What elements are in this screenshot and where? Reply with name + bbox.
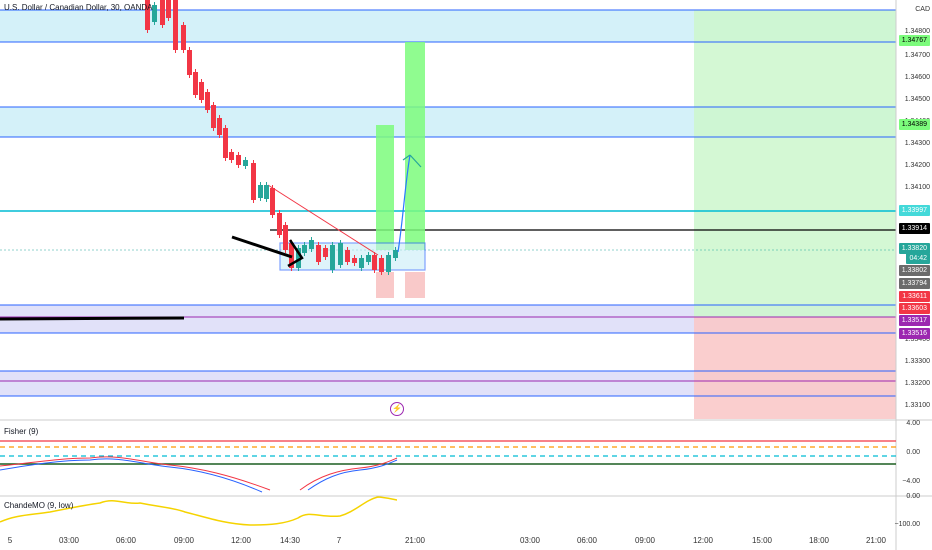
price-label: 1.33517 bbox=[898, 315, 930, 326]
price-label: 1.34767 bbox=[898, 35, 930, 46]
time-tick: 18:00 bbox=[808, 536, 830, 545]
chande-title[interactable]: ChandeMO (9, low) bbox=[4, 501, 74, 510]
price-tick: 1.34500 bbox=[904, 96, 930, 103]
price-label: 04:42 bbox=[906, 253, 930, 264]
time-tick: 12:00 bbox=[230, 536, 252, 545]
arrow-up-icon bbox=[397, 154, 422, 253]
time-tick: 03:00 bbox=[519, 536, 541, 545]
fisher-title[interactable]: Fisher (9) bbox=[4, 427, 39, 436]
price-label: 1.33802 bbox=[898, 265, 930, 276]
price-tick: 1.34600 bbox=[904, 74, 930, 81]
time-tick: 09:00 bbox=[173, 536, 195, 545]
time-tick: 09:00 bbox=[634, 536, 656, 545]
currency-label: CAD bbox=[915, 6, 930, 13]
price-tick: 1.34800 bbox=[904, 28, 930, 35]
price-tick: 1.33400 bbox=[904, 336, 930, 343]
price-tick: 1.34200 bbox=[904, 162, 930, 169]
price-label: 1.34389 bbox=[898, 119, 930, 130]
chande-tick: 0.00 bbox=[906, 493, 920, 500]
price-tick: 1.34700 bbox=[904, 52, 930, 59]
price-label: 1.33997 bbox=[898, 205, 930, 216]
fisher-tick: 0.00 bbox=[906, 449, 920, 456]
price-label: 1.33794 bbox=[898, 278, 930, 289]
time-tick: 06:00 bbox=[115, 536, 137, 545]
arrow-icon bbox=[231, 235, 304, 268]
fisher-tick: −4.00 bbox=[902, 478, 920, 485]
time-tick: 21:00 bbox=[404, 536, 426, 545]
price-label: 1.33611 bbox=[899, 291, 930, 302]
price-tick: 1.33100 bbox=[904, 402, 930, 409]
time-tick: 15:00 bbox=[751, 536, 773, 545]
time-tick: 7 bbox=[336, 536, 342, 545]
time-tick: 5 bbox=[7, 536, 13, 545]
time-tick: 14:30 bbox=[279, 536, 301, 545]
price-label: 1.33603 bbox=[898, 303, 930, 314]
price-tick: 1.33200 bbox=[904, 380, 930, 387]
price-tick: 1.34300 bbox=[904, 140, 930, 147]
chande-tick: −100.00 bbox=[894, 521, 921, 528]
price-label: 1.33516 bbox=[898, 328, 930, 339]
price-tick: 1.33300 bbox=[904, 358, 930, 365]
time-tick: 12:00 bbox=[692, 536, 714, 545]
time-tick: 21:00 bbox=[865, 536, 887, 545]
fisher-tick: 4.00 bbox=[906, 420, 920, 427]
time-tick: 03:00 bbox=[58, 536, 80, 545]
time-tick: 06:00 bbox=[576, 536, 598, 545]
bolt-icon[interactable]: ⚡ bbox=[390, 402, 404, 416]
price-label: 1.33820 bbox=[898, 243, 930, 254]
chart-title: U.S. Dollar / Canadian Dollar, 30, OANDA bbox=[4, 3, 153, 12]
price-label: 1.33914 bbox=[898, 223, 930, 234]
price-tick: 1.34100 bbox=[904, 184, 930, 191]
